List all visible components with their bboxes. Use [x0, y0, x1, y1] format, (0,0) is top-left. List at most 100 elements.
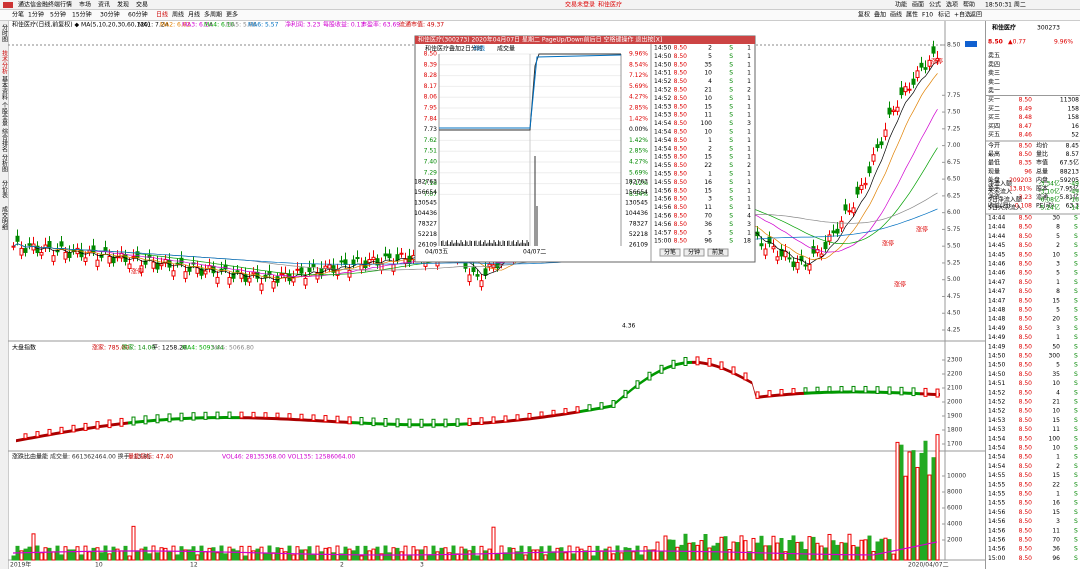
popup-tick: 3 — [747, 221, 751, 228]
tick-row: 14:50 — [988, 362, 1005, 369]
index-band — [272, 417, 276, 421]
menu-item[interactable]: 选项 — [946, 1, 958, 9]
volume-bar — [615, 545, 620, 561]
index-band — [136, 420, 140, 424]
candle-body — [139, 265, 144, 273]
sidebar-tab[interactable]: 成交明细 — [1, 205, 8, 231]
book-volume: 11308 — [1060, 97, 1079, 104]
index-band — [664, 365, 668, 371]
sidebar-tab[interactable]: 分时图 — [1, 23, 8, 43]
period-tab[interactable]: 周线 — [172, 11, 184, 19]
popup-window — [414, 35, 756, 263]
stat: 市值 — [1036, 159, 1048, 167]
period-tab[interactable]: 多周期 — [204, 11, 222, 19]
popup-tick: 1 — [747, 129, 751, 136]
popup-button-label[interactable]: 分钟 — [688, 248, 700, 256]
popup-price: 7.40 — [424, 159, 438, 166]
volume-bar — [643, 546, 648, 561]
index-band — [496, 420, 500, 424]
tool-button[interactable]: +自选 — [954, 11, 971, 19]
volume-bar — [203, 551, 208, 561]
menu-item[interactable]: 公式 — [929, 1, 941, 9]
sidebar-tab[interactable]: 综合排名 — [1, 127, 8, 153]
index-band — [644, 376, 648, 382]
popup-tick: 8.50 — [674, 137, 688, 144]
volume-bar — [159, 547, 164, 561]
sidebar-tab[interactable]: 个股全景 — [1, 102, 8, 127]
popup-tick: 11 — [704, 112, 712, 119]
period-tab[interactable]: 15分钟 — [72, 11, 92, 19]
candle-body — [867, 166, 872, 174]
menu-item[interactable]: 资讯 — [98, 1, 110, 9]
index-candle — [503, 415, 508, 423]
menu-item[interactable]: 功能 — [895, 1, 907, 9]
tick-row: 8.50 — [1019, 334, 1033, 341]
period-tab[interactable]: 5分钟 — [50, 11, 66, 19]
volume-bar — [671, 539, 676, 561]
period-tab[interactable]: 1分钟 — [28, 11, 44, 19]
tick-row: 14:53 — [988, 417, 1005, 424]
menu-item[interactable]: 发现 — [117, 1, 129, 9]
menu-item[interactable]: 帮助 — [963, 1, 975, 9]
tool-button[interactable]: 画线 — [890, 11, 902, 19]
volume-bar — [67, 549, 72, 561]
period-tab[interactable]: 月线 — [188, 11, 200, 19]
tool-button[interactable]: 返回 — [970, 12, 982, 19]
tool-button[interactable]: 复权 — [858, 11, 870, 19]
stat: 8.50 — [1019, 151, 1033, 158]
period-tab[interactable]: 更多 — [226, 11, 238, 19]
popup-tick: 36 — [704, 221, 712, 228]
volume-bar — [903, 475, 908, 561]
candle-body — [931, 46, 936, 54]
candle-body — [231, 272, 236, 279]
volume-bar — [527, 546, 532, 561]
period-tab[interactable]: 60分钟 — [128, 11, 148, 19]
tick-row: 300 — [1049, 353, 1061, 360]
period-tab[interactable]: 分笔 — [12, 11, 24, 19]
index-band — [796, 392, 800, 396]
candle-body — [883, 129, 888, 137]
index-info: MA5: 5066.80 — [212, 345, 254, 352]
tool-button[interactable]: F10 — [922, 12, 933, 19]
volume-bar — [783, 551, 788, 561]
index-candle — [887, 386, 892, 395]
popup-date: 04/03五 — [425, 249, 448, 256]
volume-bar — [627, 547, 632, 561]
candle-body — [259, 283, 264, 291]
popup-tick: S — [729, 162, 733, 169]
menu-item[interactable]: 画面 — [912, 2, 924, 9]
stat: 现量 — [988, 168, 1000, 175]
sidebar-tab[interactable]: 分价表 — [1, 179, 8, 199]
popup-button-label[interactable]: 分笔 — [664, 248, 676, 256]
tool-button[interactable]: 叠加 — [874, 11, 886, 19]
y-axis-label: 8.50 — [947, 42, 961, 49]
volume-bar — [291, 554, 296, 561]
volume-bar — [107, 553, 112, 561]
tool-button[interactable]: 标记 — [938, 11, 950, 19]
index-band — [284, 417, 288, 421]
popup-tick: S — [729, 95, 733, 102]
candle-body — [891, 109, 896, 113]
period-tab[interactable]: 30分钟 — [100, 11, 120, 19]
tick-row: 14:56 — [988, 537, 1005, 544]
popup-button-label[interactable]: 前复 — [712, 248, 724, 256]
menu-item[interactable]: 交易 — [136, 1, 148, 9]
popup-vol-label: 182763 — [414, 179, 437, 186]
sidebar-tab[interactable]: 分析图 — [1, 153, 8, 173]
tool-button[interactable]: 属性 — [906, 11, 918, 19]
popup-tick: 14:50 — [654, 45, 671, 52]
index-band — [320, 419, 324, 423]
sidebar-tab[interactable]: 技术分析 — [1, 49, 8, 75]
period-tab[interactable]: 日线 — [156, 11, 168, 19]
volume-bar — [807, 536, 812, 561]
menu-item[interactable]: 市场 — [79, 1, 91, 9]
index-band — [16, 438, 20, 443]
index-candle — [191, 412, 196, 421]
volume-bar — [539, 546, 544, 561]
menu-item[interactable]: 行情 — [60, 1, 72, 9]
popup-price: 8.50 — [424, 51, 438, 58]
volume-bar — [391, 547, 396, 561]
tick-row: 8.50 — [1019, 389, 1033, 396]
sidebar-tab[interactable]: 基本资料 — [1, 75, 8, 101]
popup-tick: 8.50 — [674, 70, 688, 77]
